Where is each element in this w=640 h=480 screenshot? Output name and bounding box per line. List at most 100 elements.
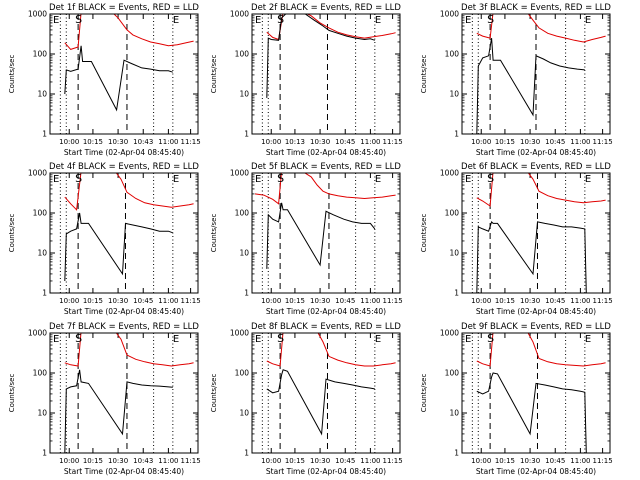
chart-panel: Det 3f BLACK = Events, RED = LLD Counts/s… [420, 3, 613, 157]
x-tick-label: 10:15 [83, 457, 103, 465]
x-tick-label: 11:00 [158, 457, 178, 465]
marker-label: E [465, 15, 471, 26]
y-tick-label: 1 [42, 289, 47, 298]
y-tick-label: 10 [37, 249, 47, 258]
marker-label: S [487, 332, 494, 345]
chart-panel: Det 9f BLACK = Events, RED = LLD Counts/s… [420, 322, 613, 476]
marker-label: S [277, 13, 284, 26]
x-tick-label: 10:45 [335, 297, 355, 305]
x-tick-label: 10:15 [495, 297, 515, 305]
y-tick-label: 100 [33, 50, 48, 59]
chart-title: Det 2f BLACK = Events, RED = LLD [251, 3, 401, 13]
y-axis-label: Counts/sec [210, 374, 218, 413]
y-tick-label: 1000 [230, 169, 249, 178]
x-tick-label: 10:15 [285, 297, 305, 305]
x-tick-label: 10:30 [108, 138, 128, 146]
chart-title: Det 5f BLACK = Events, RED = LLD [251, 162, 401, 172]
lld-rate-line [64, 14, 194, 50]
x-tick-label: 11:15 [181, 457, 201, 465]
y-tick-label: 1000 [28, 10, 47, 19]
x-tick-label: 10:30 [310, 297, 330, 305]
plot-frame [49, 332, 199, 454]
x-tick-label: 10:00 [59, 297, 79, 305]
x-tick-label: 10:15 [495, 138, 515, 146]
chart-title: Det 1f BLACK = Events, RED = LLD [49, 3, 199, 13]
x-tick-label: 11:15 [593, 138, 613, 146]
x-tick-label: 11:15 [181, 138, 201, 146]
chart-panel: Det 8f BLACK = Events, RED = LLD Counts/s… [210, 322, 403, 476]
y-axis-label: Counts/sec [210, 214, 218, 253]
x-tick-label: 11:00 [158, 297, 178, 305]
event-rate-line [64, 369, 173, 453]
x-tick-label: 10:15 [285, 457, 305, 465]
chart-title: Det 9f BLACK = Events, RED = LLD [461, 322, 611, 332]
x-tick-label: 10:30 [520, 297, 540, 305]
x-tick-label: 10:00 [471, 297, 491, 305]
chart-panel: Det 5f BLACK = Events, RED = LLD Counts/s… [210, 162, 403, 316]
marker-label: E [465, 334, 471, 345]
marker-label: E [173, 15, 179, 26]
x-tick-label: 11:00 [570, 297, 590, 305]
y-tick-label: 1 [454, 289, 459, 298]
y-tick-label: 100 [235, 50, 250, 59]
event-rate-line [266, 14, 375, 98]
x-axis-label: Start Time (02-Apr-04 08:45:40) [476, 467, 596, 476]
x-axis-label: Start Time (02-Apr-04 08:45:40) [64, 467, 184, 476]
y-tick-label: 1000 [440, 329, 459, 338]
chart-title: Det 3f BLACK = Events, RED = LLD [461, 3, 611, 13]
x-tick-label: 10:00 [59, 457, 79, 465]
y-tick-label: 10 [239, 249, 249, 258]
y-tick-label: 10 [449, 409, 459, 418]
x-tick-label: 10:30 [520, 457, 540, 465]
y-axis-label: Counts/sec [420, 214, 428, 253]
x-axis-label: Start Time (02-Apr-04 08:45:40) [266, 148, 386, 157]
x-axis-label: Start Time (02-Apr-04 08:45:40) [64, 307, 184, 316]
x-tick-label: 10:00 [261, 138, 281, 146]
lld-rate-line [476, 173, 606, 207]
y-tick-label: 1000 [440, 169, 459, 178]
marker-label: E [255, 174, 261, 185]
plot-frame [49, 172, 199, 294]
marker-label: E [173, 174, 179, 185]
plot-frame [251, 13, 401, 135]
x-axis-label: Start Time (02-Apr-04 08:45:40) [476, 307, 596, 316]
lld-rate-line [266, 333, 396, 367]
marker-label: E [465, 174, 471, 185]
x-tick-label: 10:00 [261, 297, 281, 305]
x-tick-label: 10:30 [310, 138, 330, 146]
y-tick-label: 100 [445, 369, 460, 378]
y-tick-label: 10 [239, 90, 249, 99]
y-tick-label: 1000 [440, 10, 459, 19]
x-tick-label: 10:45 [545, 457, 565, 465]
y-tick-label: 10 [449, 249, 459, 258]
marker-label: E [53, 174, 59, 185]
marker-label: E [375, 334, 381, 345]
x-tick-label: 11:15 [593, 297, 613, 305]
chart-panel: Det 1f BLACK = Events, RED = LLD Counts/s… [8, 3, 201, 157]
marker-label: E [585, 334, 591, 345]
x-tick-label: 10:45 [335, 138, 355, 146]
marker-label: S [75, 332, 82, 345]
x-tick-label: 11:15 [383, 297, 403, 305]
y-tick-label: 100 [445, 50, 460, 59]
y-tick-label: 100 [33, 369, 48, 378]
x-tick-label: 10:30 [310, 457, 330, 465]
y-tick-label: 1000 [230, 329, 249, 338]
x-axis-label: Start Time (02-Apr-04 08:45:40) [64, 148, 184, 157]
x-tick-label: 11:00 [158, 138, 178, 146]
y-axis-label: Counts/sec [210, 55, 218, 94]
marker-label: S [487, 172, 494, 185]
x-tick-label: 10:00 [261, 457, 281, 465]
y-tick-label: 1000 [28, 169, 47, 178]
x-tick-label: 11:00 [360, 138, 380, 146]
event-rate-line [476, 220, 587, 293]
event-rate-line [476, 38, 585, 134]
chart-panel: Det 6f BLACK = Events, RED = LLD Counts/s… [420, 162, 613, 316]
lld-rate-line [64, 173, 194, 211]
x-tick-label: 11:00 [570, 457, 590, 465]
x-tick-label: 10:45 [545, 297, 565, 305]
x-tick-label: 10:15 [83, 297, 103, 305]
x-tick-label: 10:30 [108, 457, 128, 465]
marker-label: S [277, 172, 284, 185]
lld-rate-line [254, 173, 396, 205]
